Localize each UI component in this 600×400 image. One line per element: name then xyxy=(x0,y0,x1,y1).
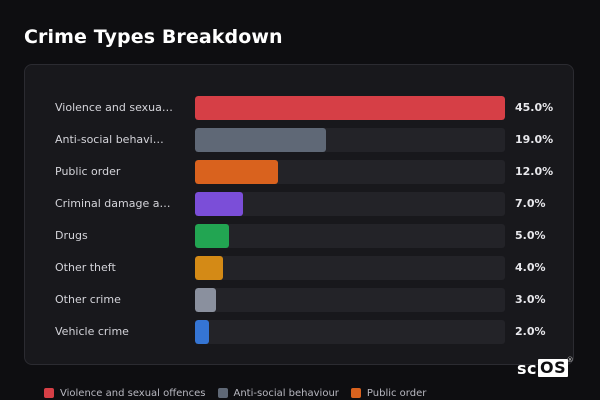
bar-value-label: 2.0% xyxy=(515,325,546,338)
bar-category-label: Criminal damage an… xyxy=(55,197,175,210)
bar-track xyxy=(195,160,505,184)
logo-box-text: OS xyxy=(538,358,569,377)
bar-category-label: Other theft xyxy=(55,261,116,274)
bar-row: Vehicle crime 2.0% xyxy=(25,320,573,344)
chart-card: Violence and sexua… 45.0% Anti-social beha… xyxy=(24,64,574,365)
bar-category-label: Other crime xyxy=(55,293,121,306)
legend-label: Violence and sexual offences xyxy=(60,387,206,399)
bar-row: Drugs 5.0% xyxy=(25,224,573,248)
bar xyxy=(195,256,223,280)
bar-track xyxy=(195,224,505,248)
bar-row: Other theft 4.0% xyxy=(25,256,573,280)
bar-category-label: Public order xyxy=(55,165,121,178)
bar-row: Violence and sexua… 45.0% xyxy=(25,96,573,120)
bar-value-label: 45.0% xyxy=(515,101,554,114)
legend-swatch xyxy=(350,388,361,398)
bar-track xyxy=(195,256,505,280)
bar-row: Anti-social behavi… 19.0% xyxy=(25,128,573,152)
bar-track xyxy=(195,320,505,344)
bar-track xyxy=(195,288,505,312)
bar-category-label: Vehicle crime xyxy=(55,325,129,338)
legend-label: Anti-social behaviour xyxy=(233,387,339,399)
chart-legend: Violence and sexual offences Anti-social … xyxy=(44,386,438,400)
bar-row: Other crime 3.0% xyxy=(25,288,573,312)
bar xyxy=(195,320,209,344)
legend-item: Anti-social behaviour xyxy=(217,387,339,399)
bar-category-label: Drugs xyxy=(55,229,88,242)
bar-track xyxy=(195,96,505,120)
brand-logo: sc OS ® xyxy=(517,356,574,378)
bar-row: Public order 12.0% xyxy=(25,160,573,184)
bar xyxy=(195,128,326,152)
legend-item: Public order xyxy=(350,387,427,399)
bar-value-label: 3.0% xyxy=(515,293,546,306)
page-title: Crime Types Breakdown xyxy=(24,26,283,48)
bar xyxy=(195,96,505,120)
bar xyxy=(195,192,243,216)
bar-category-label: Anti-social behavi… xyxy=(55,133,164,146)
bar-track xyxy=(195,128,505,152)
legend-swatch xyxy=(44,388,54,398)
bar xyxy=(195,160,278,184)
bar-value-label: 12.0% xyxy=(515,165,554,178)
bar-category-label: Violence and sexua… xyxy=(55,101,173,114)
bar-row: Criminal damage an… 7.0% xyxy=(25,192,573,216)
logo-text: sc xyxy=(517,358,538,378)
bar-value-label: 4.0% xyxy=(515,261,546,274)
bar xyxy=(195,224,229,248)
bar-value-label: 19.0% xyxy=(515,133,554,146)
bar-value-label: 7.0% xyxy=(515,197,546,210)
legend-swatch xyxy=(217,388,228,398)
legend-item: Violence and sexual offences xyxy=(44,388,206,399)
registered-mark-icon: ® xyxy=(566,356,575,364)
bar-value-label: 5.0% xyxy=(515,229,546,242)
bar-track xyxy=(195,192,505,216)
bar xyxy=(195,288,216,312)
legend-label: Public order xyxy=(366,387,427,399)
